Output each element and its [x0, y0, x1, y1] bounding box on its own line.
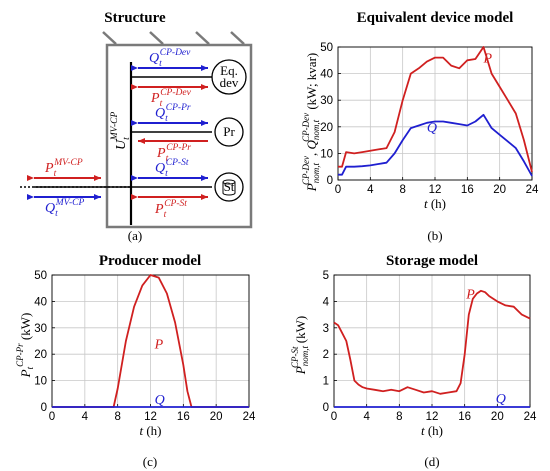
chart-b-ytick-label: 20 — [320, 122, 333, 134]
chart-c-xtick-label: 20 — [210, 411, 223, 423]
label-q-mv-cp: QtMV-CP — [45, 198, 84, 219]
label-p-cp-dev: PtCP-Dev — [150, 88, 192, 109]
chart-d-xtick-label: 20 — [491, 411, 504, 423]
chart-d-series-label-P: P — [465, 287, 475, 302]
flow-labels: QtCP-Dev PtCP-Dev QtCP-Pr PtCP-Pr QtCP-S… — [44, 48, 192, 220]
box-hatch — [102, 31, 245, 45]
chart-c-series-label-P: P — [154, 338, 164, 353]
chart-b-xlabel: t (h) — [424, 196, 446, 211]
svg-text:Eq.: Eq. — [220, 63, 238, 78]
chart-c-ytick-label: 0 — [41, 402, 47, 414]
label-q-cp-dev: QtCP-Dev — [149, 48, 191, 69]
chart-c-series-label-Q: Q — [155, 393, 165, 408]
chart-b-ytick-label: 30 — [320, 95, 333, 107]
chart-b-xtick-label: 0 — [335, 184, 341, 196]
panel-a-caption: (a) — [128, 228, 142, 243]
svg-text:dev: dev — [220, 75, 239, 90]
chart-c-ytick-label: 20 — [34, 349, 47, 361]
chart-b-ytick-label: 50 — [320, 42, 333, 54]
chart-c-caption: (c) — [143, 454, 157, 469]
chart-c-xlabel: t (h) — [139, 423, 161, 438]
panel-b-equivalent-device-chart: Equivalent device model 0 4 8 12 16 20 24 0 10 20 3… — [320, 10, 539, 243]
chart-b-ytick-label: 40 — [320, 69, 333, 81]
chart-d-xtick-label: 4 — [363, 411, 370, 423]
chart-b-series-label-Q: Q — [427, 121, 437, 136]
chart-b-series-Q — [338, 113, 533, 177]
chart-d-xtick-label: 8 — [396, 411, 402, 423]
label-p-cp-st: PtCP-St — [154, 199, 187, 220]
chart-c-xtick-label: 0 — [49, 411, 55, 423]
label-q-cp-pr: QtCP-Pr — [155, 103, 191, 124]
chart-b-xtick-label: 16 — [461, 184, 474, 196]
chart-c-xtick-label: 12 — [144, 411, 157, 423]
chart-c-title: Producer model — [99, 253, 201, 269]
device-producer: Pr — [214, 117, 244, 147]
panel-d-ylabel: Pnom,tCP-St (kW) — [290, 316, 310, 375]
chart-b-xtick-label: 12 — [429, 184, 442, 196]
label-q-cp-st: QtCP-St — [155, 158, 189, 179]
chart-c-xtick-label: 8 — [114, 411, 120, 423]
chart-d-ytick-label: 0 — [323, 402, 329, 414]
panel-c-ylabel: PtCP-Pr (kW) — [15, 313, 35, 379]
chart-b-series-label-P: P — [483, 52, 493, 67]
chart-c-ytick-label: 50 — [34, 270, 47, 282]
label-p-cp-pr: PtCP-Pr — [156, 143, 191, 164]
panel-a-structure: Structure UtMV-CP Eq. dev Pr — [20, 10, 253, 243]
svg-text:St: St — [224, 179, 235, 194]
chart-d-ytick-label: 4 — [323, 296, 330, 308]
svg-text:Pr: Pr — [223, 124, 235, 139]
panel-b-ylabel: Pnom,tCP-Dev, Qnom,tCP-Dev (kW; kvar) — [301, 53, 321, 193]
chart-c-series-P — [52, 274, 249, 408]
chart-d-ytick-label: 5 — [323, 270, 329, 282]
chart-d-ytick-label: 1 — [323, 376, 329, 388]
chart-d-ytick-label: 3 — [323, 323, 329, 335]
chart-c-ytick-label: 10 — [34, 376, 47, 388]
chart-d-title: Storage model — [386, 253, 478, 269]
chart-c-xtick-label: 4 — [82, 411, 89, 423]
chart-d-xlabel: t (h) — [421, 423, 443, 438]
chart-c-xtick-label: 24 — [243, 411, 256, 423]
storage-cylinder-icon — [222, 179, 236, 196]
chart-c-ytick-label: 40 — [34, 296, 47, 308]
chart-d-series-label-Q: Q — [496, 392, 506, 407]
chart-d-caption: (d) — [424, 454, 439, 469]
chart-d-ytick-label: 2 — [323, 349, 329, 361]
panel-a-title: Structure — [104, 10, 166, 26]
chart-d-xtick-label: 0 — [331, 411, 337, 423]
chart-c-xtick-label: 16 — [177, 411, 190, 423]
label-p-mv-cp: PtMV-CP — [44, 158, 83, 179]
connection-point-box — [105, 43, 253, 229]
chart-b-series-P — [338, 46, 533, 173]
panel-c-producer-chart: Producer model 0 4 8 12 16 20 24 0 10 20 30 40 50 t (h… — [34, 253, 256, 469]
chart-b-xtick-label: 8 — [399, 184, 405, 196]
chart-b-ytick-label: 0 — [327, 175, 333, 187]
device-equivalent: Eq. dev — [211, 59, 247, 95]
chart-c-ytick-label: 30 — [34, 323, 47, 335]
node-voltage-label: UtMV-CP — [110, 112, 132, 150]
flow-arrows — [27, 65, 208, 200]
chart-b-xtick-label: 24 — [526, 184, 539, 196]
chart-b-caption: (b) — [427, 228, 442, 243]
chart-d-series-P — [333, 289, 531, 395]
chart-b-title: Equivalent device model — [357, 10, 514, 26]
device-storage: St — [214, 172, 244, 202]
chart-b-xtick-label: 4 — [367, 184, 374, 196]
chart-d-xtick-label: 16 — [458, 411, 471, 423]
chart-b-ytick-label: 10 — [320, 148, 333, 160]
chart-d-xtick-label: 24 — [524, 411, 537, 423]
chart-b-xtick-label: 20 — [493, 184, 506, 196]
chart-d-xtick-label: 12 — [426, 411, 439, 423]
